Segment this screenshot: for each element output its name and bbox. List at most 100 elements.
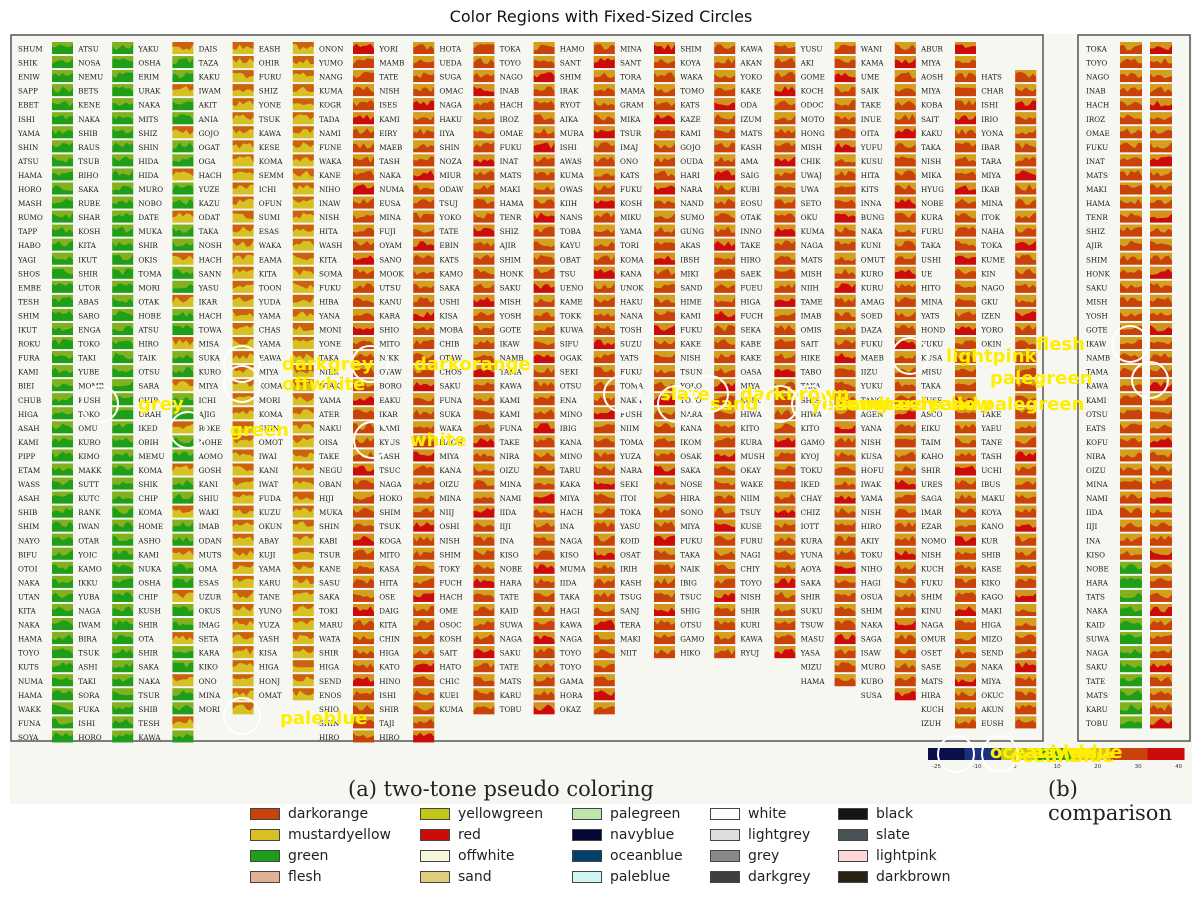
station-label: ODAN: [199, 536, 222, 545]
station-label: TORI: [620, 241, 639, 250]
station-label: HOFU: [861, 466, 884, 475]
station-label: HIME: [680, 297, 702, 306]
station-label: KITS: [861, 185, 879, 194]
station-label: FUJI: [379, 227, 396, 236]
station-label: IMAJ: [620, 143, 638, 152]
station-label: YATS: [619, 354, 639, 363]
station-label: NAGA: [379, 480, 402, 489]
station-label: SHIN: [319, 719, 339, 728]
station-label: KAWA: [500, 382, 523, 391]
station-label: NAKA: [138, 677, 161, 686]
station-label: ODAT: [199, 213, 220, 222]
station-label: TERA: [620, 621, 641, 630]
station-label: TOBU: [500, 705, 522, 714]
station-label: SEKA: [740, 326, 761, 335]
station-label: NAHA: [981, 227, 1005, 236]
station-label: IWAI: [259, 452, 277, 461]
station-label: UTOR: [78, 283, 101, 292]
station-label: HONG: [801, 129, 825, 138]
station-label: TSUR: [138, 691, 160, 700]
comparison-station-label: EATS: [1086, 424, 1106, 433]
station-label: TAME: [801, 297, 823, 306]
station-label: TARA: [981, 157, 1002, 166]
station-label: EIKU: [921, 424, 940, 433]
station-label: NISH: [439, 536, 459, 545]
station-label: HAMA: [18, 171, 43, 180]
station-label: KISA: [439, 311, 458, 320]
station-label: ERIM: [138, 73, 159, 82]
station-label: OMUR: [921, 635, 946, 644]
station-label: MINA: [379, 213, 401, 222]
station-label: SHIN: [439, 143, 459, 152]
station-label: KIN: [981, 269, 996, 278]
station-label: SHIO: [319, 705, 339, 714]
overlay-label: sand: [710, 394, 759, 415]
station-label: KARA: [379, 311, 401, 320]
station-label: NAKA: [18, 621, 41, 630]
station-label: SAKA: [138, 663, 159, 672]
station-label: HOBE: [138, 311, 161, 320]
station-label: MITO: [379, 340, 400, 349]
station-label: KURI: [740, 621, 760, 630]
station-label: TSUR: [319, 550, 341, 559]
station-label: FUNA: [500, 424, 523, 433]
overlay-label-repeat: sand: [930, 394, 979, 415]
station-label: YUNO: [258, 607, 282, 616]
station-label: KAMI: [680, 129, 701, 138]
station-label: KAMI: [379, 115, 400, 124]
comparison-station-label: OTSU: [1086, 410, 1108, 419]
station-label: SHIM: [680, 45, 701, 54]
station-label: TAZA: [199, 59, 220, 68]
colorbar-segment: [1110, 748, 1148, 760]
station-label: KINU: [921, 607, 942, 616]
highlight-circle: [1131, 361, 1169, 399]
station-label: NAYO: [18, 536, 40, 545]
station-label: HOKO: [379, 494, 402, 503]
station-label: NOSE: [680, 480, 702, 489]
station-label: AKIY: [860, 536, 879, 545]
highlight-circle: [891, 337, 929, 375]
station-label: TATE: [379, 73, 398, 82]
station-label: CHIC: [439, 677, 460, 686]
station-label: NUMA: [379, 185, 405, 194]
station-label: IKOM: [680, 438, 701, 447]
station-label: YAMA: [619, 227, 643, 236]
station-label: OSET: [921, 649, 942, 658]
station-label: TAIM: [921, 438, 941, 447]
station-label: KIKO: [199, 663, 218, 672]
station-label: ISHI: [981, 101, 998, 110]
station-label: ASAH: [17, 494, 40, 503]
station-label: KOSH: [620, 199, 642, 208]
station-label: HIGA: [319, 663, 340, 672]
station-label: DAIS: [199, 45, 218, 54]
station-label: SUWA: [500, 621, 524, 630]
legend-label: darkgrey: [748, 869, 811, 885]
station-label: KOYA: [981, 508, 1002, 517]
comparison-station-label: NAKA: [1086, 607, 1109, 616]
station-label: TAKI: [78, 677, 96, 686]
station-label: TESH: [138, 719, 159, 728]
station-label: SHIR: [921, 466, 941, 475]
station-label: MINA: [921, 297, 943, 306]
station-label: TANE: [259, 592, 280, 601]
station-label: SHAR: [78, 213, 100, 222]
station-label: GAMA: [560, 677, 584, 686]
station-label: TAKA: [199, 227, 220, 236]
comparison-station-label: NOBE: [1086, 564, 1109, 573]
station-label: NOBE: [921, 199, 944, 208]
station-label: UTAN: [18, 592, 40, 601]
station-label: AKUN: [980, 705, 1004, 714]
station-label: HORA: [560, 691, 584, 700]
station-label: HABO: [18, 241, 41, 250]
station-label: SAKA: [319, 592, 340, 601]
station-label: NAGA: [78, 607, 101, 616]
legend-label: grey: [748, 848, 780, 864]
station-label: IROZ: [500, 115, 519, 124]
station-label: WAKI: [199, 508, 220, 517]
station-label: ISAW: [861, 649, 882, 658]
station-label: ROKE: [199, 424, 221, 433]
station-label: NAKA: [620, 396, 643, 405]
station-label: HIWA: [740, 410, 762, 419]
station-label: OKUC: [981, 691, 1004, 700]
colorbar-tick-label: 30: [1135, 764, 1142, 770]
